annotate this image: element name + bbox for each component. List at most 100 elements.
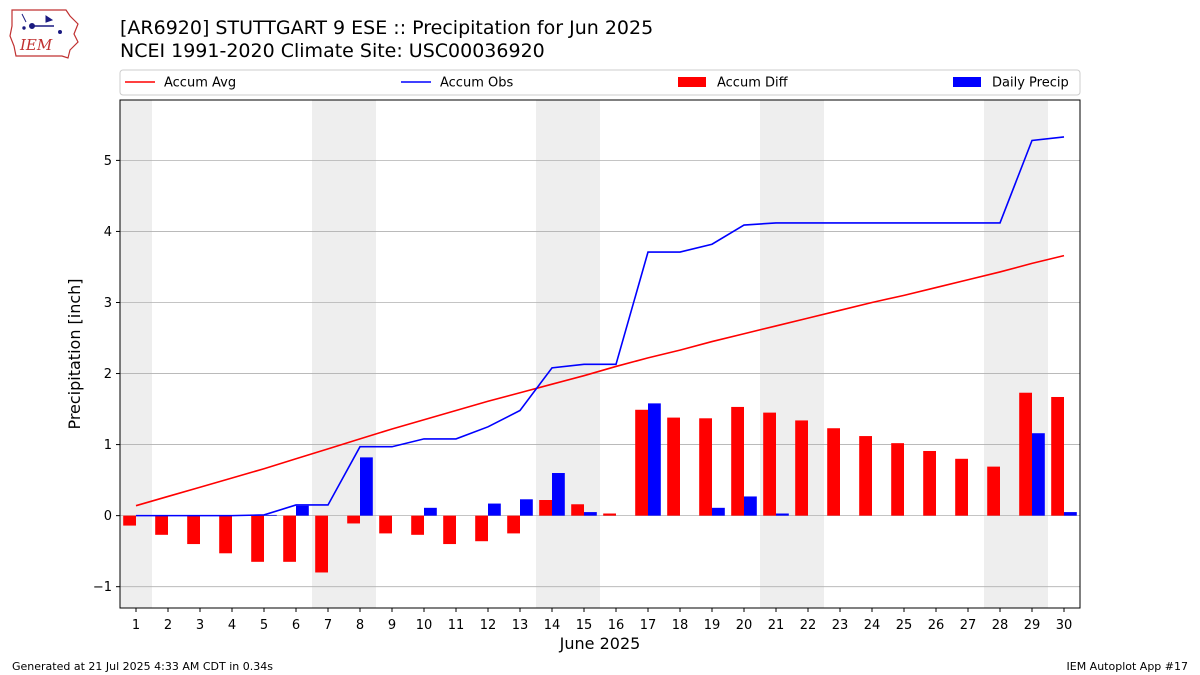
accum-diff-bar xyxy=(1019,392,1032,516)
y-tick-label: 5 xyxy=(104,154,112,169)
weekend-shade xyxy=(120,100,152,608)
accum-diff-bar xyxy=(667,417,680,516)
legend-label: Accum Obs xyxy=(440,76,513,91)
accum-diff-bar xyxy=(763,412,776,516)
x-tick-label: 12 xyxy=(480,618,497,633)
accum-diff-bar xyxy=(603,513,616,516)
x-tick-label: 2 xyxy=(164,618,172,633)
accum-diff-bar xyxy=(699,418,712,516)
y-axis-label: Precipitation [inch] xyxy=(65,278,84,429)
x-tick-label: 19 xyxy=(704,618,721,633)
legend-label: Accum Diff xyxy=(717,76,789,91)
accum-diff-bar xyxy=(443,515,456,545)
x-tick-label: 4 xyxy=(228,618,236,633)
y-tick-label: 4 xyxy=(104,225,112,240)
accum-diff-bar xyxy=(347,515,360,524)
daily-precip-bar xyxy=(1032,433,1045,516)
x-tick-label: 23 xyxy=(832,618,849,633)
x-tick-label: 10 xyxy=(416,618,433,633)
accum-diff-bar xyxy=(635,409,648,516)
x-tick-label: 25 xyxy=(896,618,913,633)
accum-diff-bar xyxy=(283,515,296,562)
x-tick-label: 28 xyxy=(992,618,1009,633)
accum-diff-bar xyxy=(539,500,552,516)
x-tick-label: 29 xyxy=(1024,618,1041,633)
daily-precip-bar xyxy=(488,503,501,516)
x-tick-label: 26 xyxy=(928,618,945,633)
accum-avg-line xyxy=(135,254,1065,507)
daily-precip-bar xyxy=(648,403,661,516)
accum-diff-bar xyxy=(955,458,968,516)
x-tick-label: 13 xyxy=(512,618,529,633)
x-tick-label: 24 xyxy=(864,618,881,633)
accum-diff-bar xyxy=(1051,396,1064,516)
x-tick-label: 8 xyxy=(356,618,364,633)
accum-diff-bar xyxy=(155,515,168,535)
daily-precip-bar xyxy=(584,512,597,516)
logo-text: IEM xyxy=(19,36,53,54)
x-axis-label: June 2025 xyxy=(559,634,641,653)
accum-diff-bar xyxy=(251,515,264,562)
daily-precip-bar xyxy=(1064,512,1077,516)
x-tick-label: 18 xyxy=(672,618,689,633)
x-tick-label: 30 xyxy=(1056,618,1073,633)
x-tick-label: 7 xyxy=(324,618,332,633)
accum-diff-bar xyxy=(827,428,840,516)
accum-diff-bar xyxy=(571,504,584,516)
legend-box xyxy=(119,69,1081,96)
daily-precip-bar xyxy=(360,457,373,516)
x-tick-label: 9 xyxy=(388,618,396,633)
x-tick-label: 22 xyxy=(800,618,817,633)
y-tick-label: −1 xyxy=(93,580,112,595)
accum-diff-bar xyxy=(923,450,936,516)
daily-precip-bar xyxy=(776,513,789,516)
x-tick-label: 1 xyxy=(132,618,140,633)
x-tick-label: 14 xyxy=(544,618,561,633)
accum-obs-line xyxy=(136,136,1065,517)
accum-diff-bar xyxy=(123,515,136,526)
daily-precip-bar xyxy=(712,507,725,516)
x-tick-label: 11 xyxy=(448,618,465,633)
x-tick-label: 5 xyxy=(260,618,268,633)
x-tick-label: 21 xyxy=(768,618,785,633)
legend-label: Accum Avg xyxy=(164,76,236,91)
y-tick-label: 1 xyxy=(104,438,112,453)
accum-diff-bar xyxy=(859,436,872,516)
weekend-shade xyxy=(760,100,792,608)
accum-diff-bar xyxy=(475,515,488,542)
weekend-shade xyxy=(568,100,600,608)
x-tick-label: 15 xyxy=(576,618,593,633)
legend-swatch-bar xyxy=(678,77,706,87)
daily-precip-bar xyxy=(520,499,533,516)
chart-subtitle: NCEI 1991-2020 Climate Site: USC00036920 xyxy=(120,40,545,62)
y-tick-label: 0 xyxy=(104,509,112,524)
y-tick-label: 2 xyxy=(104,367,112,382)
iowa-state-outline xyxy=(9,9,79,59)
x-tick-label: 6 xyxy=(292,618,300,633)
daily-precip-bar xyxy=(552,473,565,516)
accum-diff-bar xyxy=(891,443,904,516)
weekend-shade xyxy=(536,100,568,608)
daily-precip-bar xyxy=(744,496,757,516)
chart-title: [AR6920] STUTTGART 9 ESE :: Precipitatio… xyxy=(120,17,654,39)
daily-precip-bar xyxy=(296,505,309,516)
weekend-shade xyxy=(984,100,1016,608)
accum-diff-bar xyxy=(187,515,200,545)
accum-diff-bar xyxy=(987,466,1000,516)
iem-logo: IEM xyxy=(9,9,79,59)
y-tick-label: 3 xyxy=(104,296,112,311)
weekend-shade xyxy=(1016,100,1048,608)
accum-diff-bar xyxy=(315,515,328,573)
x-tick-label: 27 xyxy=(960,618,977,633)
daily-precip-bar xyxy=(424,507,437,516)
accum-diff-bar xyxy=(731,406,744,516)
plot-frame xyxy=(119,99,1081,609)
weather-station-icon xyxy=(21,13,62,34)
accum-diff-bar xyxy=(507,515,520,534)
x-tick-label: 16 xyxy=(608,618,625,633)
legend-swatch-bar xyxy=(953,77,981,87)
x-tick-label: 3 xyxy=(196,618,204,633)
weekend-shade xyxy=(792,100,824,608)
x-tick-label: 20 xyxy=(736,618,753,633)
